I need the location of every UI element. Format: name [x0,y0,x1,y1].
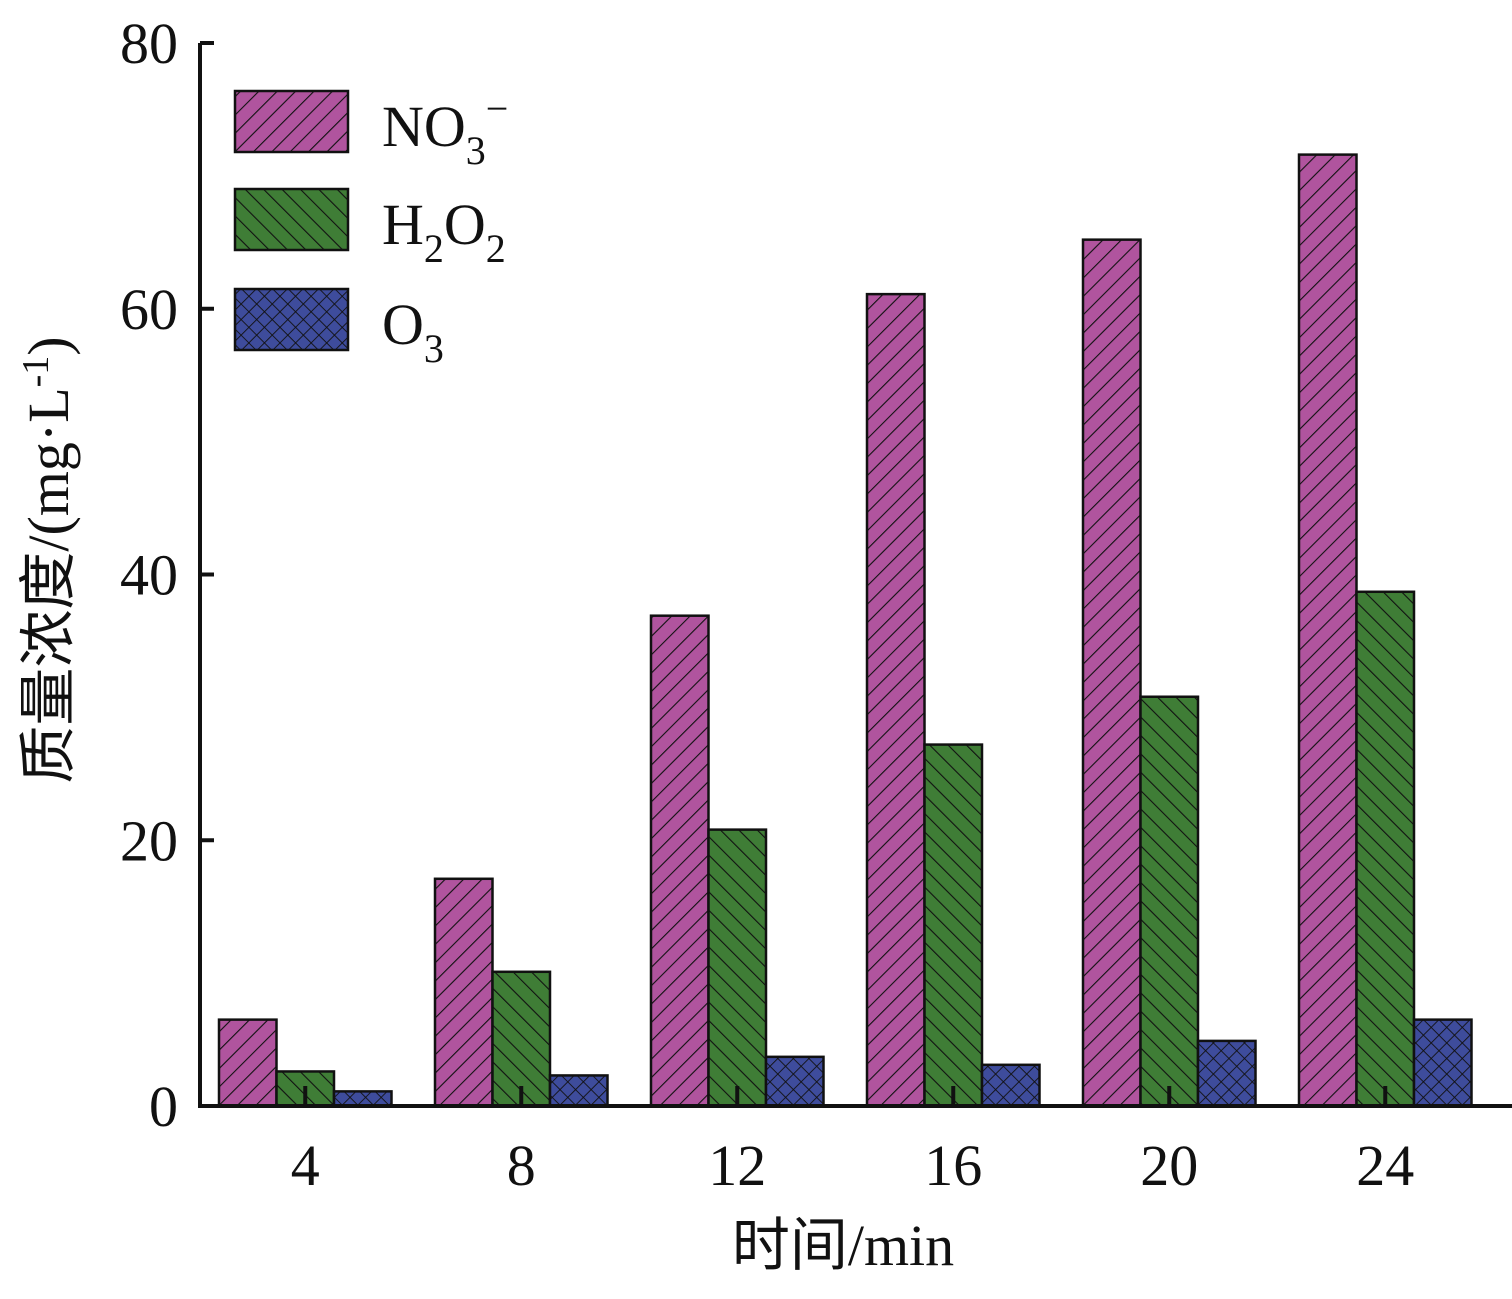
y-tick-label: 60 [120,277,178,342]
x-axis-title: 时间/min [732,1213,954,1278]
y-ticks-group: 0 20 40 60 80 [120,11,214,1139]
x-tick-label: 24 [1356,1133,1414,1198]
legend-swatch-no3 [233,89,350,154]
bar-no3-16 [865,292,926,1108]
legend: NO3− H2O2 O3 [233,86,508,371]
bar-o3-24 [1412,1018,1473,1108]
x-tick-label: 4 [291,1133,320,1198]
x-tick-label: 8 [507,1133,536,1198]
y-tick-label: 20 [120,808,178,873]
x-tick-label: 16 [924,1133,982,1198]
y-axis-title-sup: -1 [15,356,57,388]
legend-label-no3: NO3− [382,86,508,173]
y-tick-label: 80 [120,11,178,76]
bar-o3-8 [548,1074,609,1108]
bar-no3-20 [1081,238,1142,1108]
bars-group [217,153,1473,1108]
legend-label-o3: O3 [382,292,444,371]
bar-no3-12 [649,614,710,1108]
legend-swatch-h2o2 [233,187,350,252]
y-tick-label: 0 [149,1074,178,1139]
legend-swatch-o3 [233,287,350,352]
y-axis-title-end: ) [16,336,81,355]
bar-h2o2-20 [1139,695,1200,1108]
bar-h2o2-24 [1355,590,1416,1108]
bar-no3-8 [433,877,494,1108]
bar-o3-16 [980,1063,1041,1108]
bar-no3-24 [1297,153,1358,1108]
x-ticks-group: 4 8 12 16 20 24 [291,1086,1414,1198]
bar-o3-4 [332,1090,393,1108]
bar-o3-20 [1196,1039,1257,1108]
bar-h2o2-8 [491,970,552,1108]
y-tick-label: 40 [120,543,178,608]
bar-no3-4 [217,1018,278,1108]
y-axis-title: 质量浓度/(mg·L-1) [15,336,81,783]
bar-h2o2-12 [707,828,768,1108]
bar-h2o2-16 [923,743,984,1108]
bar-o3-12 [764,1055,825,1108]
x-tick-label: 20 [1140,1133,1198,1198]
x-tick-label: 12 [708,1133,766,1198]
legend-label-h2o2: H2O2 [382,192,506,271]
